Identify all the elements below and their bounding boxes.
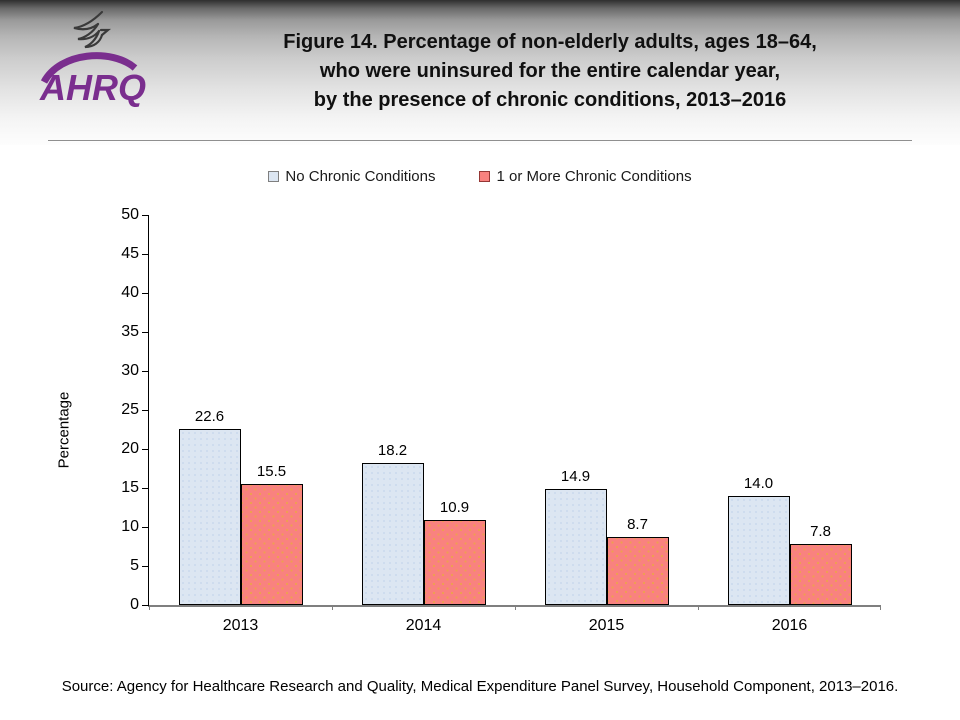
x-axis-tick — [698, 605, 699, 610]
y-axis-tick — [142, 448, 149, 450]
bar-value-label: 7.8 — [810, 523, 831, 541]
y-axis-tick-label: 5 — [130, 557, 139, 574]
plot-area: 0 5 10 15 20 25 30 35 40 45 50 22.6 15.5 2013 18.2 10.9… — [121, 206, 881, 634]
hhs-eagle-icon — [73, 10, 112, 49]
y-axis-tick — [142, 331, 149, 333]
y-axis-tick — [142, 253, 149, 255]
y-axis-tick-label: 15 — [121, 479, 139, 496]
header-divider — [48, 140, 912, 142]
y-axis-tick — [142, 565, 149, 567]
legend-label: No Chronic Conditions — [285, 167, 436, 185]
bar-value-label: 14.9 — [560, 467, 591, 485]
bar-2016-series-1 — [727, 495, 790, 605]
x-axis-tick — [149, 605, 150, 610]
x-axis-tick — [332, 605, 333, 610]
bar-2013-series-2 — [240, 484, 303, 605]
x-axis-category-label: 2014 — [405, 617, 442, 634]
y-axis-tick-label: 40 — [121, 284, 139, 301]
bar-2015-series-1 — [544, 488, 607, 605]
figure-title-line-2: who were uninsured for the entire calend… — [319, 60, 781, 82]
x-axis-category-label: 2013 — [222, 617, 259, 634]
y-axis-tick-label: 0 — [130, 596, 139, 613]
x-axis-category-label: 2015 — [588, 617, 625, 634]
legend-label: 1 or More Chronic Conditions — [496, 167, 692, 185]
y-axis-tick — [142, 409, 149, 411]
y-axis-tick — [142, 526, 149, 528]
x-axis-line — [148, 605, 881, 607]
y-axis-tick — [142, 604, 149, 606]
x-axis-category-label: 2016 — [771, 617, 808, 634]
bar-value-label: 10.9 — [439, 498, 470, 516]
bar-value-label: 8.7 — [627, 516, 648, 534]
y-axis-tick — [142, 214, 149, 216]
figure-title-line-3: by the presence of chronic conditions, 2… — [313, 89, 787, 111]
bar-2013-series-1 — [178, 428, 241, 605]
y-axis-tick-label: 10 — [121, 518, 139, 535]
bar-2014-series-2 — [423, 519, 486, 605]
bar-value-label: 18.2 — [377, 442, 408, 460]
figure-title: Figure 14. Percentage of non-elderly adu… — [170, 28, 930, 115]
legend-swatch-icon — [479, 170, 491, 182]
header-banner: AHRQ Figure 14. Percentage of non-elderl… — [0, 0, 960, 145]
chart-legend: No Chronic Conditions 1 or More Chronic C… — [0, 164, 960, 188]
ahrq-logo: AHRQ — [38, 6, 158, 110]
ahrq-logo-wordmark: AHRQ — [39, 67, 146, 108]
y-axis-tick-label: 35 — [121, 323, 139, 340]
ahrq-logo-graphic: AHRQ — [39, 10, 146, 108]
bar-value-label: 14.0 — [743, 474, 774, 492]
y-axis-tick-label: 30 — [121, 362, 139, 379]
y-axis-tick-label: 50 — [121, 206, 139, 223]
y-axis-tick — [142, 370, 149, 372]
bar-2016-series-2 — [789, 544, 852, 605]
bar-value-label: 22.6 — [194, 407, 225, 425]
y-axis-tick — [142, 487, 149, 489]
ahrq-logo-arc — [40, 52, 138, 84]
legend-item: 1 or More Chronic Conditions — [479, 167, 692, 185]
y-axis-tick-label: 45 — [121, 245, 139, 262]
figure-title-line-1: Figure 14. Percentage of non-elderly adu… — [283, 31, 817, 53]
x-axis-tick — [880, 605, 881, 610]
legend-item: No Chronic Conditions — [268, 168, 435, 185]
y-axis-tick-label: 25 — [121, 401, 139, 418]
bar-value-label: 15.5 — [256, 463, 287, 481]
y-axis-tick-label: 20 — [121, 440, 139, 457]
bar-2015-series-2 — [606, 537, 669, 605]
bar-2014-series-1 — [361, 463, 424, 605]
legend-swatch-icon — [268, 170, 280, 182]
x-axis-tick — [515, 605, 516, 610]
source-note: Source: Agency for Healthcare Research a… — [61, 678, 899, 695]
y-axis-tick — [142, 292, 149, 294]
y-axis-title: Percentage — [55, 391, 73, 469]
